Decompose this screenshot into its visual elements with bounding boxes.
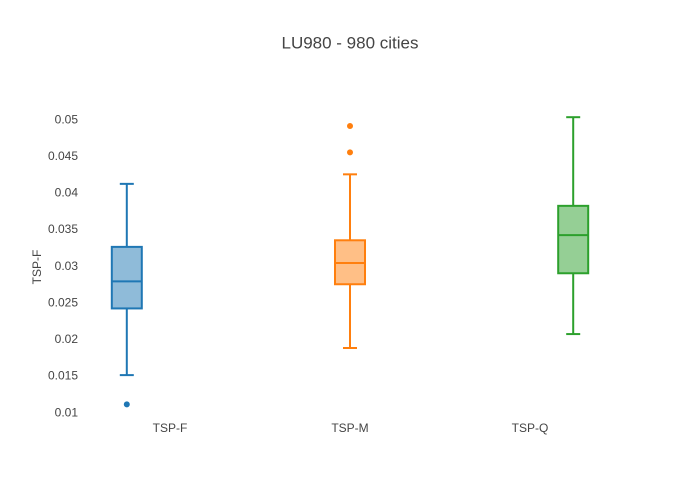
y-tick-label: 0.045: [48, 149, 78, 163]
y-axis-label: TSP-F: [30, 250, 44, 285]
x-tick-label: TSP-F: [153, 421, 188, 435]
y-tick-label: 0.015: [48, 369, 78, 383]
x-tick-label: TSP-Q: [512, 421, 549, 435]
outlier: [347, 122, 353, 129]
chart-title: LU980 - 980 cities: [281, 33, 418, 52]
box: [557, 204, 590, 275]
box: [110, 245, 143, 310]
outlier: [123, 401, 130, 408]
y-tick-label: 0.03: [55, 259, 79, 273]
outlier: [347, 149, 353, 156]
y-tick-label: 0.01: [55, 405, 79, 419]
y-tick-label: 0.025: [48, 295, 78, 309]
x-tick-label: TSP-M: [331, 421, 368, 435]
y-tick-label: 0.04: [55, 186, 79, 200]
y-tick-label: 0.05: [55, 112, 79, 126]
y-tick-label: 0.02: [55, 332, 79, 346]
y-tick-label: 0.035: [48, 222, 78, 236]
